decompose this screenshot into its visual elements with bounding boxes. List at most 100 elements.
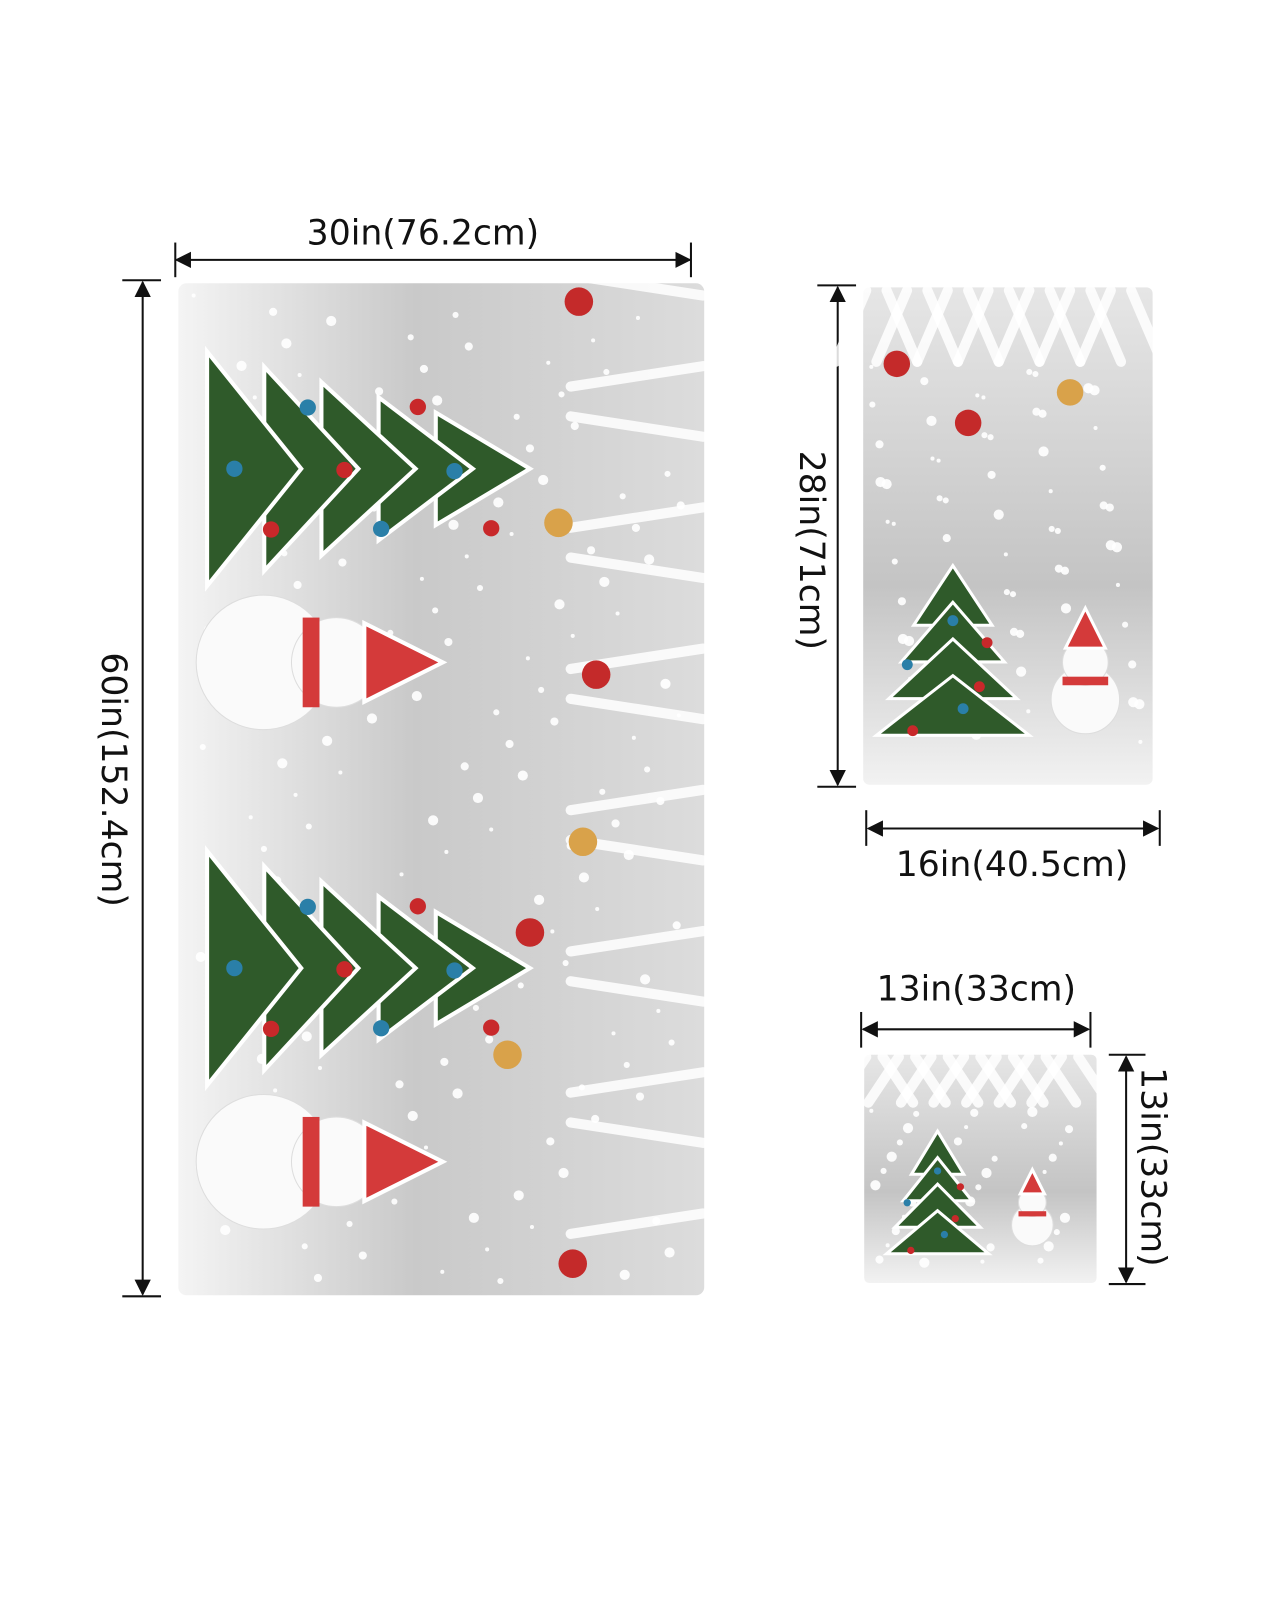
pine-branch [928,1051,970,1108]
pine-branch [565,1067,709,1098]
snowflake [869,364,874,369]
snowflake [313,1273,323,1283]
snowflake [619,1269,630,1280]
snowflake [252,395,257,400]
snowflake [891,521,896,526]
height-label: 28in(71cm) [791,451,831,650]
snowflake [870,1180,881,1191]
snowflake [970,1108,979,1117]
snowflake [460,762,469,771]
snowflake [942,534,951,543]
snowflake [1060,603,1072,614]
snowflake [281,338,292,349]
bauble [1056,379,1084,406]
pine-branch [1126,285,1167,367]
snowflake [513,413,520,420]
snowflake [986,1243,995,1252]
snowflake [464,342,473,351]
ornament [483,1019,500,1036]
snowflake [423,1145,429,1150]
snowflake [631,523,640,532]
pine-branch [1034,285,1076,367]
ornament [903,1199,911,1207]
snowflake [1099,464,1106,471]
snowflake [1048,489,1053,494]
snowflake [936,495,943,502]
ornament [483,520,500,537]
height-label: 13in(33cm) [1133,1067,1173,1266]
ornament [336,461,353,479]
snowflake [248,815,253,820]
snowflake [570,421,579,431]
snowflake [273,1088,278,1093]
scarf [1018,1211,1047,1217]
snowflake [926,415,937,426]
pine-branch [895,1051,937,1108]
scarf [302,1116,320,1207]
snowflake [991,1155,998,1162]
snowflake [660,678,671,689]
snowflake [452,1088,463,1099]
snowflake [399,872,404,877]
snowflake [635,1092,645,1101]
snowflake [562,960,569,967]
bauble [568,827,598,857]
snowflake [220,1224,231,1236]
width-label: 16in(40.5cm) [896,845,1129,885]
tree [205,345,304,592]
snowflake [987,434,994,441]
width-label: 30in(76.2cm) [307,213,540,253]
pine-branch [952,285,994,367]
snowflake [980,1259,985,1264]
bauble [515,918,545,947]
snowflake [987,470,996,479]
pine-branch [830,1051,872,1108]
snowflake [1016,666,1027,677]
ornament [372,1020,390,1037]
snowflake [920,377,929,386]
snowflake [635,315,640,320]
pine-branch [871,285,913,367]
snowflake [668,1039,675,1046]
snowflake [546,360,551,365]
snowflake [191,293,196,298]
snowflake [476,584,484,592]
snowflake [432,607,439,614]
snowflake [375,387,384,396]
snowflake [517,982,524,989]
pine-branch [993,1051,1035,1108]
snowflake [358,1251,367,1260]
snowflake [930,456,935,461]
snowflake [452,311,459,318]
pine-branch [565,502,709,533]
ornament [372,520,390,538]
snowflake [623,849,634,861]
snowflake [338,770,343,775]
snowflake [644,766,651,773]
snowflake [919,1257,930,1268]
snowflake [1043,1241,1054,1252]
ornament [446,962,463,979]
snowflake [664,1247,675,1258]
snowflake [301,1031,312,1042]
snowflake [428,815,439,826]
snowflake [599,576,610,588]
pine-branch [912,285,953,367]
ornament [299,898,316,916]
pine-branch [1085,285,1127,367]
snowflake [1064,1125,1074,1134]
snowflake [305,823,312,830]
ornament [951,1215,959,1223]
snowflake [1105,540,1116,551]
snowflake [664,470,671,477]
snowflake [326,315,337,327]
snowflake [489,827,494,832]
snowflake [1128,660,1137,669]
ornament [226,960,243,977]
snowflake [554,599,565,610]
snowflake [644,554,655,565]
snowflake [444,637,453,647]
ornament [409,398,426,416]
snowflake [570,633,575,638]
snowflake [419,576,424,581]
